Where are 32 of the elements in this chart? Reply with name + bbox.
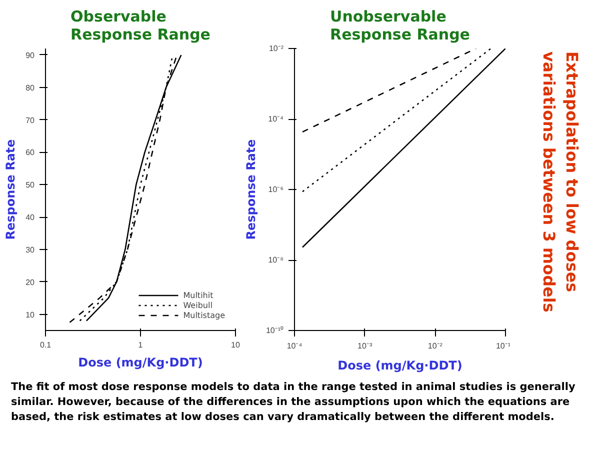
y-tick-label: 10 (26, 310, 36, 320)
chart-title: Unobservable Response Range (330, 8, 470, 44)
y-axis-title: Response Rate (244, 139, 258, 240)
x-tick-label: 0.1 (40, 340, 52, 350)
y-axis-title: Response Rate (4, 139, 18, 240)
y-tick-label: 10⁻⁶ (268, 185, 284, 194)
legend-label: Weibull (183, 300, 212, 310)
y-tick-label: 30 (26, 245, 36, 254)
x-axis-title: Dose (mg/Kg·DDT) (338, 358, 462, 372)
x-tick-label: 10 (231, 340, 240, 350)
y-tick-label: 10⁻² (268, 44, 284, 53)
y-tick-label: 80 (26, 83, 36, 92)
legend-label: Multihit (183, 290, 214, 300)
x-tick-label: 10⁻⁴ (286, 342, 303, 350)
x-tick-label: 10⁻² (428, 342, 443, 350)
x-axis-title: Dose (mg/Kg·DDT) (78, 356, 203, 370)
y-tick-label: 10⁻¹⁰ (266, 326, 284, 335)
text: The fit of most dose response models to data in the range tested in animal studies is generally similar. However, because of the differences in the assumptions upon which the equations are based, the risk estimates at low doses can vary dramatically between the different models. (11, 380, 576, 425)
text: Extrapolation to low doses variations between 3 models (540, 51, 582, 312)
y-tick-label: 10⁻⁴ (268, 114, 284, 124)
y-tick-label: 60 (26, 148, 36, 158)
x-tick-label: 1 (138, 340, 144, 350)
y-tick-label: 20 (26, 278, 36, 287)
y-tick-label: 50 (26, 180, 36, 190)
y-tick-label: 10⁻⁸ (268, 256, 284, 264)
x-tick-label: 10⁻³ (358, 342, 372, 350)
y-tick-label: 40 (26, 213, 36, 222)
chart-title: Observable Response Range (70, 8, 210, 44)
y-tick-label: 90 (26, 50, 36, 60)
y-tick-label: 70 (26, 116, 36, 125)
x-tick-label: 10⁻¹ (496, 342, 511, 350)
legend-label: Multistage (183, 310, 225, 320)
